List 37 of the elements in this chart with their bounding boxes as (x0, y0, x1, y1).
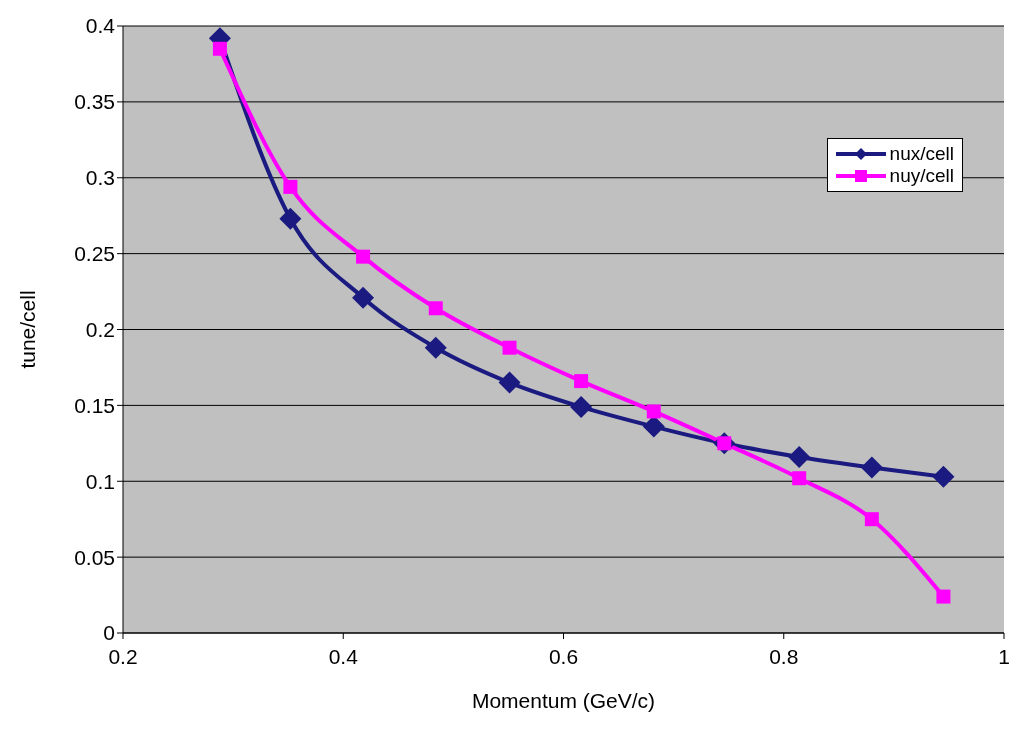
legend-label: nuy/cell (889, 165, 954, 187)
point (283, 179, 298, 194)
point (356, 249, 371, 264)
x-tick-label: 0.6 (548, 644, 579, 668)
x-tick-label: 0.2 (108, 644, 138, 668)
y-tick-label: 0.4 (85, 14, 116, 38)
y-tick-label: 0.05 (74, 545, 115, 569)
y-tick-label: 0 (103, 621, 115, 645)
x-tick-label: 1 (998, 644, 1010, 668)
x-axis-title: Momentum (GeV/c) (471, 689, 656, 712)
y-tick-label: 0.35 (74, 90, 115, 114)
point (932, 465, 955, 488)
x-tick-label: 0.4 (328, 644, 359, 668)
point (788, 445, 811, 468)
y-tick-label: 0.25 (74, 242, 115, 266)
point (279, 207, 302, 230)
point (428, 301, 443, 316)
point (864, 512, 879, 527)
point (646, 404, 661, 419)
point (424, 336, 447, 359)
y-tick-label: 0.1 (85, 469, 115, 493)
point (792, 471, 807, 486)
point (574, 374, 589, 389)
point (642, 415, 665, 438)
x-tick-label: 0.8 (769, 644, 799, 668)
point (212, 41, 227, 56)
y-axis-title: tune/cell (16, 290, 40, 369)
point (502, 340, 517, 355)
legend-label: nux/cell (889, 143, 954, 165)
y-tick-label: 0.3 (85, 166, 115, 190)
y-tick-label: 0.15 (74, 393, 115, 417)
point (860, 456, 883, 479)
point (936, 589, 951, 604)
point (498, 371, 521, 394)
point (570, 395, 593, 418)
point (352, 286, 375, 309)
y-tick-label: 0.2 (85, 317, 115, 341)
